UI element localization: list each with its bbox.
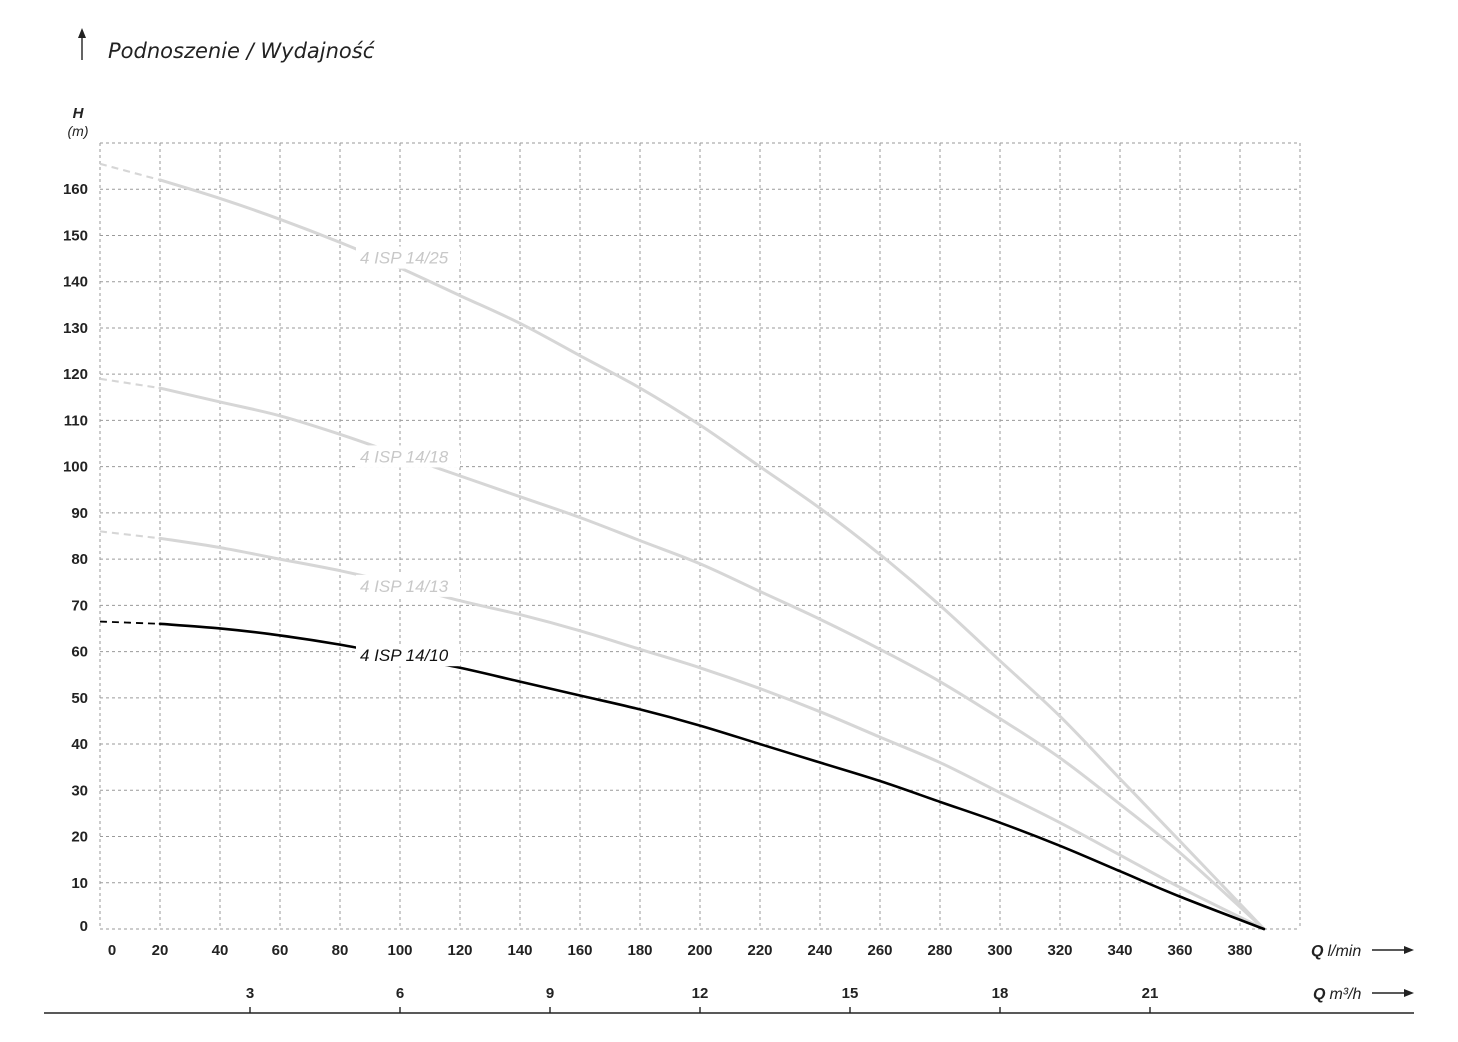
- y-tick-label: 30: [71, 782, 88, 799]
- y-tick-label: 60: [71, 644, 88, 661]
- series-label-bg: [356, 574, 460, 597]
- x2-tick-label: 15: [842, 985, 859, 1002]
- series-line-dashed: [99, 530, 161, 540]
- series-label: 4 ISP 14/13: [360, 577, 449, 596]
- chart-title-group: Podnoszenie / Wydajność: [78, 28, 376, 63]
- x-tick-label: 80: [332, 942, 349, 959]
- x-tick-label: 20: [152, 942, 169, 959]
- y-axis-ticks: 0 10 20 30 40 50 60 70 80 90 100 110 120 130 140 150 160: [63, 181, 88, 935]
- series-line-dashed: [99, 162, 161, 182]
- y-tick-label: 140: [63, 274, 88, 291]
- x-tick-label: 380: [1227, 942, 1252, 959]
- x-tick-label: 340: [1107, 942, 1132, 959]
- series-label: 4 ISP 14/18: [360, 447, 449, 466]
- y-tick-label: 120: [63, 366, 88, 383]
- y-tick-label: 160: [63, 181, 88, 198]
- y-tick-label: 100: [63, 459, 88, 476]
- chart-title: Podnoszenie / Wydajność: [108, 39, 376, 63]
- x2-axis-q: Q: [1313, 986, 1326, 1003]
- series-line: [158, 622, 1266, 931]
- y-tick-label: 80: [71, 551, 88, 568]
- y-tick-label: 70: [71, 597, 88, 614]
- y-tick-label: 10: [71, 875, 88, 892]
- y-axis-label: H: [73, 105, 85, 122]
- x2-axis-unit: m³/h: [1329, 986, 1361, 1003]
- x-tick-label: 240: [807, 942, 832, 959]
- x-tick-label: 280: [927, 942, 952, 959]
- x-tick-label: 120: [447, 942, 472, 959]
- y-tick-label: 40: [71, 736, 88, 753]
- series-label: 4 ISP 14/10: [360, 646, 449, 665]
- x-tick-label: 300: [987, 942, 1012, 959]
- x-tick-label: 160: [567, 942, 592, 959]
- x2-tick-label: 21: [1142, 985, 1159, 1002]
- series-line: [158, 536, 1266, 931]
- series-line-dashed: [99, 620, 161, 625]
- series-labels: 4 ISP 14/25 4 ISP 14/18 4 ISP 14/13 4 ISP 1…: [356, 246, 460, 667]
- y-tick-label: 0: [80, 918, 88, 935]
- series-label: 4 ISP 14/25: [360, 249, 449, 268]
- x-axis-ticks: 0 20 40 60 80 100 120 140 160 180 200 220 240 260 280 3…: [108, 942, 1253, 959]
- secondary-x-axis: 3 6 9 12 15 18 21: [44, 985, 1414, 1014]
- series-line-dashed: [99, 377, 161, 390]
- x-tick-label: 100: [387, 942, 412, 959]
- series-line: [158, 178, 1266, 931]
- x-tick-label: 320: [1047, 942, 1072, 959]
- x-axis-q: Q: [1311, 943, 1324, 960]
- x-axis-unit: l/min: [1327, 943, 1361, 960]
- y-axis-unit: (m): [68, 123, 89, 139]
- x-tick-label: 40: [212, 942, 229, 959]
- x-tick-label: 180: [627, 942, 652, 959]
- x2-tick-label: 18: [992, 985, 1009, 1002]
- series-label-bg: [356, 246, 460, 269]
- x2-tick-label: 6: [396, 985, 404, 1002]
- x2-tick-label: 12: [692, 985, 709, 1002]
- x-tick-label: 0: [108, 942, 116, 959]
- x-tick-label: 260: [867, 942, 892, 959]
- pump-curves: [99, 162, 1266, 931]
- x-tick-label: 220: [747, 942, 772, 959]
- series-line: [158, 386, 1266, 931]
- x-axis-arrow-head-icon: [1404, 946, 1414, 954]
- x-tick-label: 140: [507, 942, 532, 959]
- y-tick-label: 150: [63, 227, 88, 244]
- y-tick-label: 110: [64, 412, 88, 429]
- x-tick-label: 60: [272, 942, 289, 959]
- title-arrow-head-icon: [78, 28, 86, 38]
- series-label-bg: [356, 644, 460, 667]
- x2-tick-label: 9: [546, 985, 554, 1002]
- x2-tick-label: 3: [246, 985, 254, 1002]
- y-tick-label: 20: [71, 829, 88, 846]
- y-tick-label: 130: [63, 320, 88, 337]
- x-tick-label: 200: [687, 942, 712, 959]
- x2-axis-arrow-head-icon: [1404, 989, 1414, 997]
- series-label-bg: [356, 445, 460, 468]
- chart-grid: [99, 142, 1301, 930]
- x-tick-label: 360: [1167, 942, 1192, 959]
- y-tick-label: 50: [71, 690, 88, 707]
- y-tick-label: 90: [71, 505, 88, 522]
